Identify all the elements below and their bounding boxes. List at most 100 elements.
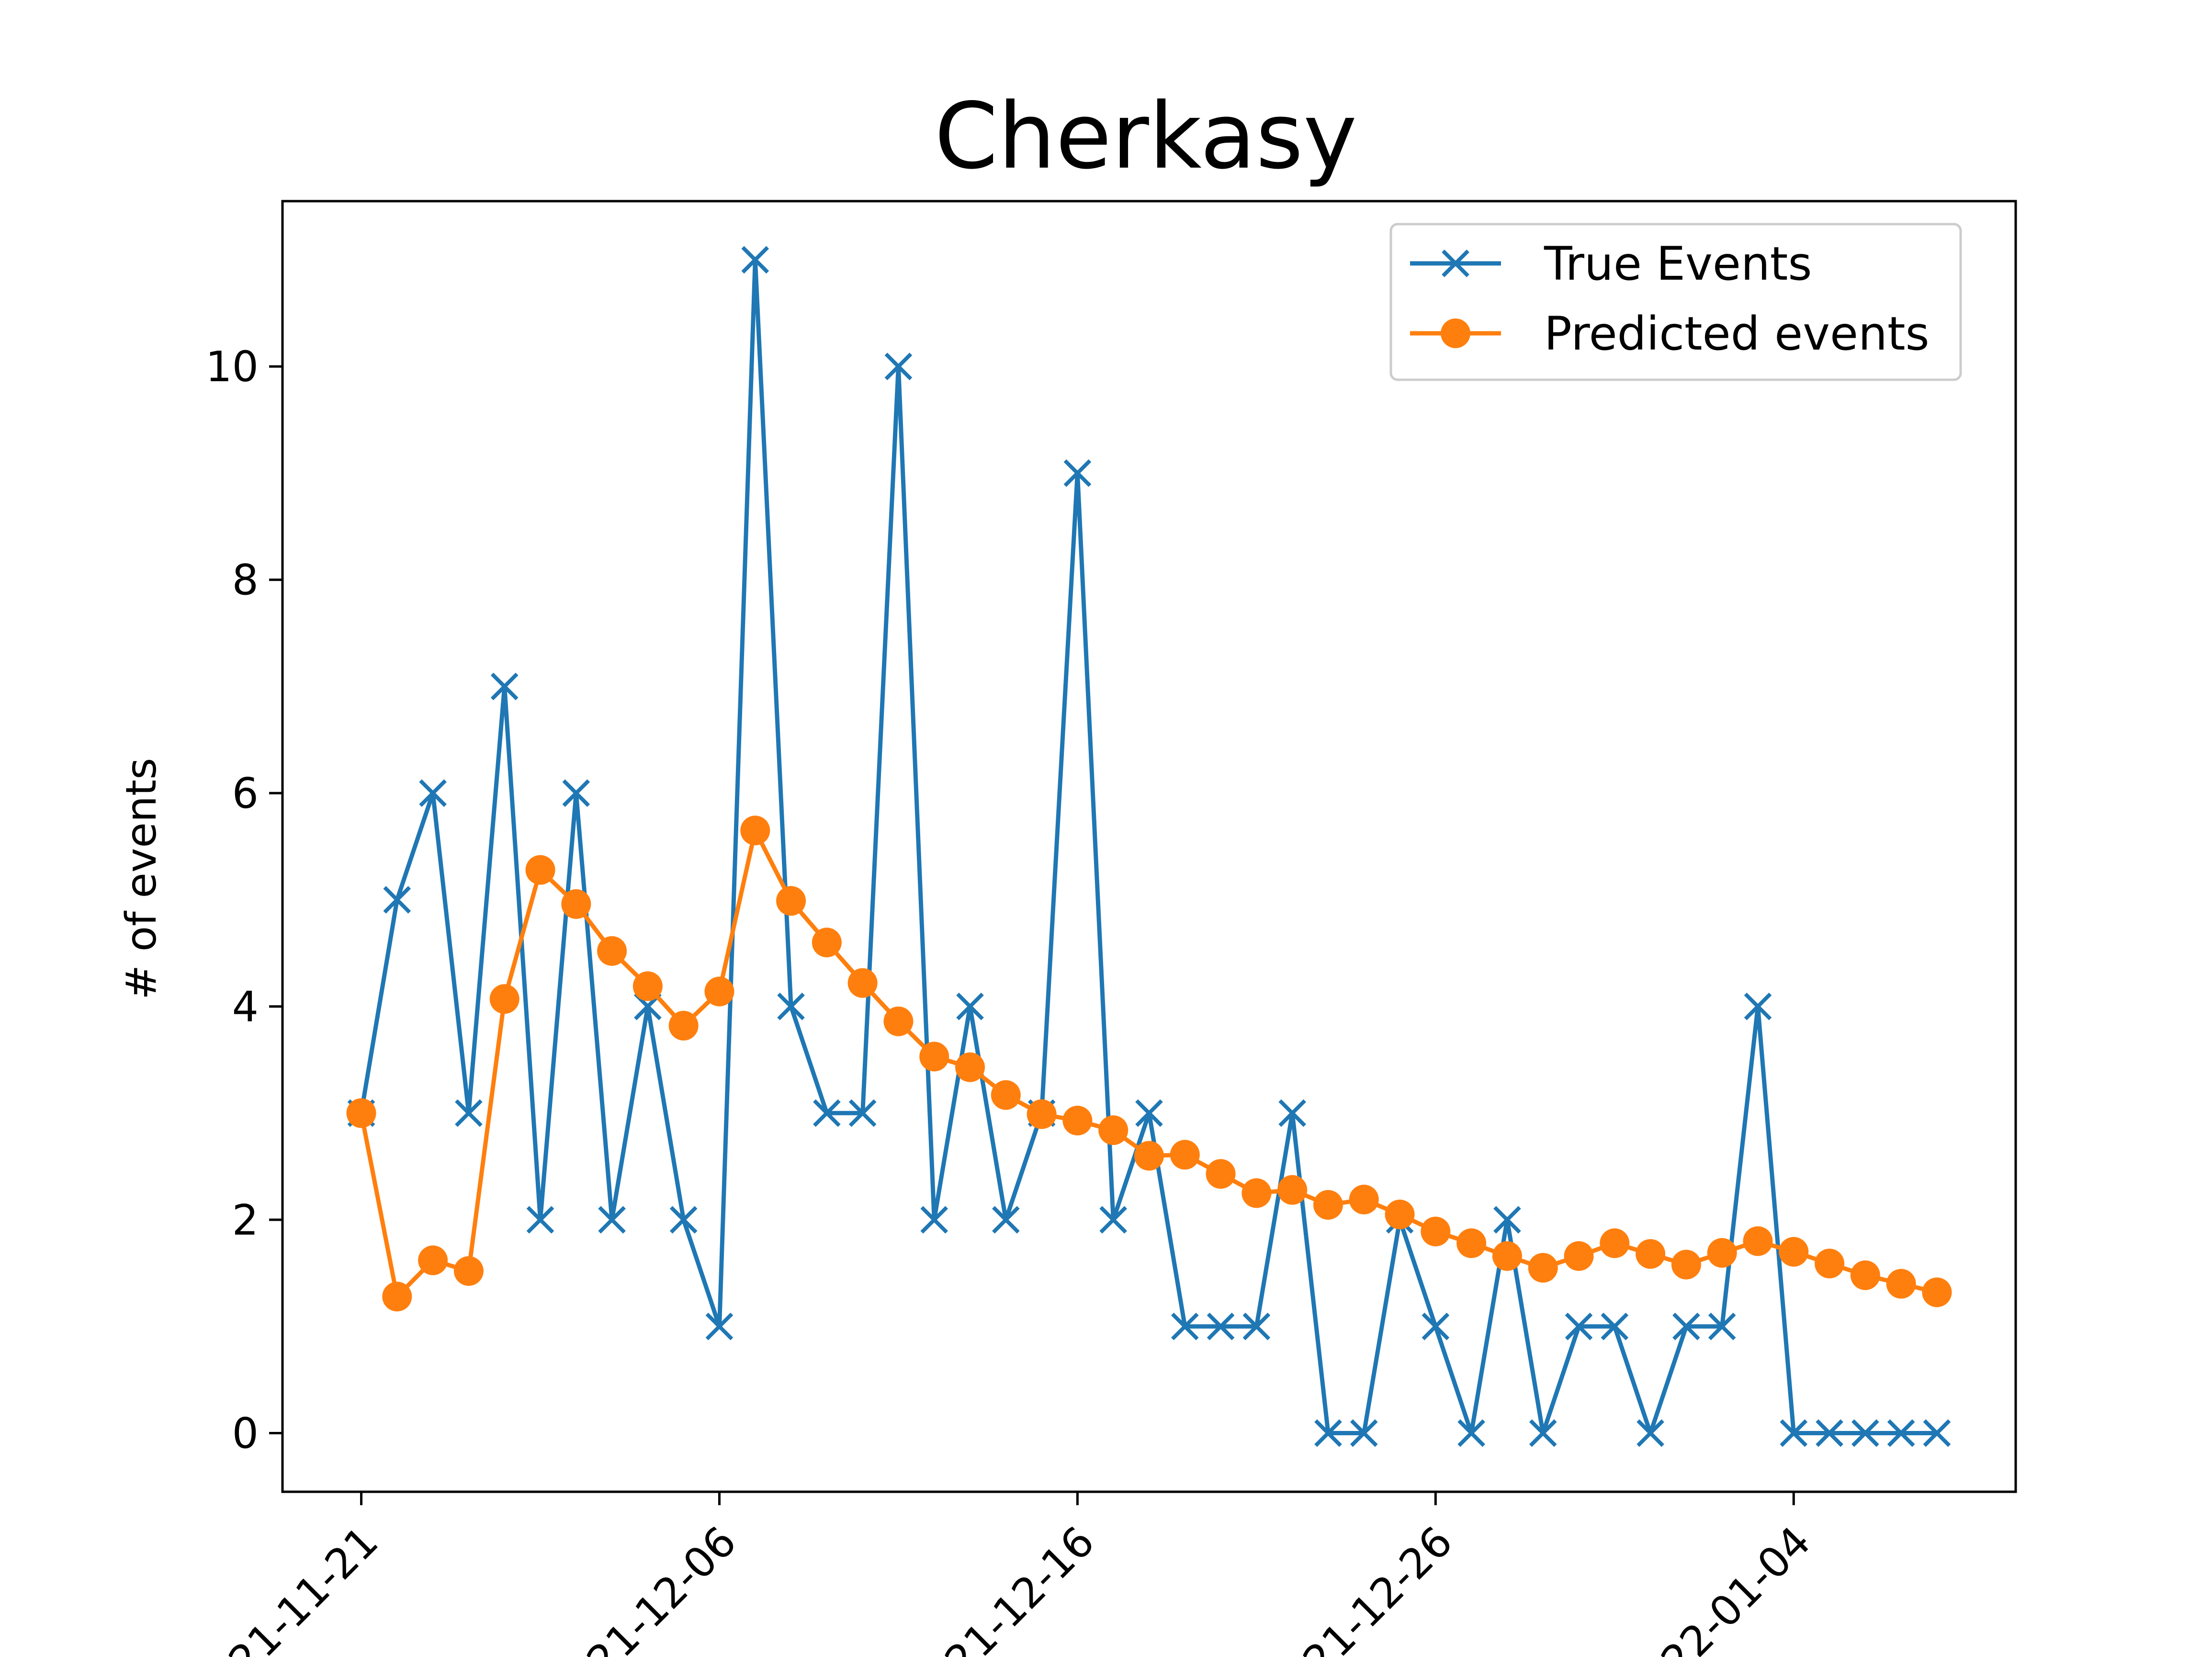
data-point-marker: [1206, 1159, 1236, 1189]
data-point-marker: [1707, 1238, 1737, 1268]
data-point-marker: [777, 992, 805, 1021]
y-tick-label: 4: [232, 983, 259, 1032]
data-point-marker: [1098, 1115, 1129, 1145]
data-point-marker: [1600, 1228, 1630, 1259]
legend: True Events Predicted events: [1389, 223, 1962, 381]
data-point-marker: [1743, 1226, 1773, 1256]
data-point-marker: [956, 992, 984, 1021]
data-point-marker: [1456, 1228, 1487, 1259]
data-point-marker: [884, 352, 913, 381]
y-axis-label: # of events: [117, 758, 166, 999]
data-point-marker: [1207, 1312, 1235, 1340]
data-point-marker: [1241, 1178, 1272, 1208]
data-point-marker: [1313, 1190, 1343, 1220]
data-point-marker: [1349, 1184, 1379, 1214]
data-point-marker: [1278, 1099, 1306, 1127]
data-point-marker: [704, 976, 734, 1007]
y-tick-label: 8: [232, 556, 259, 605]
data-point-marker: [1779, 1237, 1809, 1267]
data-point-marker: [1171, 1312, 1199, 1340]
data-point-marker: [455, 1099, 483, 1127]
data-point-marker: [1099, 1206, 1128, 1234]
data-point-marker: [383, 886, 411, 914]
data-point-marker: [597, 936, 627, 966]
legend-box: [1389, 223, 1962, 381]
data-point-marker: [598, 1206, 626, 1234]
data-point-marker: [1350, 1419, 1378, 1447]
data-point-marker: [1529, 1419, 1557, 1447]
data-point-marker: [453, 1256, 484, 1286]
data-point-marker: [1672, 1312, 1700, 1340]
data-point-marker: [632, 971, 663, 1001]
data-point-marker: [920, 1206, 948, 1234]
data-point-marker: [848, 1099, 877, 1127]
data-point-marker: [1528, 1253, 1558, 1283]
series-layer: [346, 246, 1952, 1447]
data-point-marker: [812, 927, 842, 957]
series-predicted-events: [346, 816, 1952, 1312]
data-point-marker: [1135, 1099, 1163, 1127]
data-point-marker: [1887, 1419, 1915, 1447]
data-point-marker: [991, 1080, 1021, 1110]
data-point-marker: [561, 889, 591, 919]
data-point-marker: [1063, 459, 1092, 487]
data-point-marker: [1385, 1199, 1415, 1229]
data-point-marker: [525, 855, 555, 885]
data-point-marker: [419, 779, 447, 807]
data-point-marker: [1134, 1141, 1164, 1171]
data-point-marker: [669, 1206, 698, 1234]
data-point-marker: [1780, 1419, 1808, 1447]
legend-entry: Predicted events: [1410, 307, 1930, 361]
data-point-marker: [1922, 1277, 1952, 1307]
y-tick-label: 10: [205, 342, 259, 391]
y-tick-label: 6: [232, 769, 259, 818]
plot-frame: [281, 200, 2017, 1493]
y-tick-label: 2: [232, 1196, 259, 1245]
data-point-marker: [562, 779, 590, 807]
data-point-marker: [992, 1206, 1020, 1234]
data-point-marker: [1492, 1241, 1522, 1271]
legend-entry: True Events: [1410, 237, 1812, 291]
legend-marker: [1442, 250, 1469, 277]
series-true-events: [347, 246, 1951, 1447]
data-point-marker: [1816, 1419, 1843, 1447]
data-point-marker: [382, 1282, 412, 1312]
data-point-marker: [955, 1052, 985, 1082]
data-point-marker: [1671, 1249, 1701, 1280]
data-point-marker: [705, 1312, 734, 1340]
data-point-marker: [490, 672, 519, 701]
data-point-marker: [1493, 1206, 1521, 1234]
chart-title: Cherkasy: [935, 83, 1357, 189]
data-point-marker: [668, 1010, 699, 1041]
data-point-marker: [1923, 1419, 1951, 1447]
data-point-marker: [1062, 1105, 1093, 1135]
data-point-marker: [883, 1006, 914, 1036]
data-point-marker: [1457, 1419, 1485, 1447]
data-point-marker: [776, 886, 806, 916]
data-point-marker: [1564, 1241, 1594, 1271]
data-point-marker: [740, 816, 770, 846]
data-point-marker: [1314, 1419, 1342, 1447]
data-point-marker: [526, 1206, 554, 1234]
data-point-marker: [1421, 1216, 1451, 1247]
data-point-marker: [418, 1245, 448, 1275]
data-point-marker: [1242, 1312, 1271, 1340]
data-point-marker: [1851, 1419, 1879, 1447]
data-point-marker: [1601, 1312, 1629, 1340]
data-point-marker: [1886, 1269, 1916, 1299]
data-point-marker: [1027, 1099, 1057, 1129]
data-point-marker: [1708, 1312, 1736, 1340]
data-point-marker: [919, 1042, 949, 1072]
data-point-marker: [1815, 1248, 1845, 1279]
data-point-marker: [1170, 1140, 1200, 1170]
legend-label: True Events: [1544, 237, 1812, 291]
y-tick-label: 0: [232, 1409, 259, 1458]
legend-label: Predicted events: [1544, 307, 1930, 361]
data-point-marker: [847, 968, 878, 998]
data-point-marker: [813, 1099, 841, 1127]
data-point-marker: [346, 1098, 376, 1128]
data-point-marker: [1636, 1239, 1666, 1269]
data-point-marker: [1422, 1312, 1450, 1340]
data-point-marker: [489, 984, 519, 1014]
